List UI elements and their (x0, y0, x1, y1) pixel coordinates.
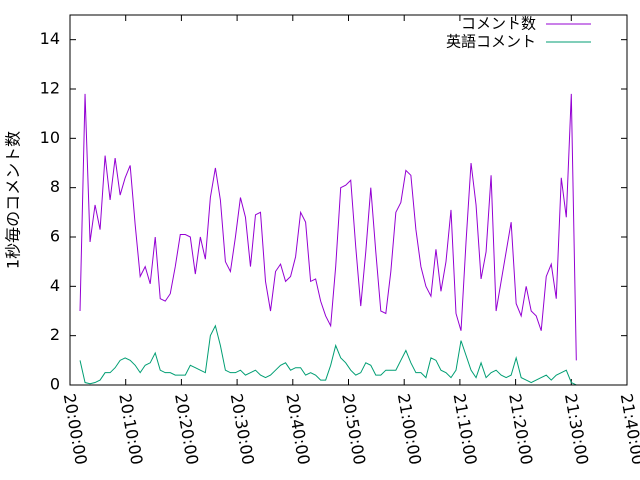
x-tick-label: 21:10:00 (450, 392, 481, 466)
series-line (79, 93, 577, 361)
y-tick-label: 12 (40, 79, 60, 98)
x-tick-label: 21:40:00 (617, 392, 640, 466)
legend-label: コメント数 (461, 15, 536, 33)
y-tick-label: 14 (40, 29, 60, 48)
x-tick-label: 20:50:00 (338, 392, 369, 466)
legend-label: 英語コメント (446, 33, 536, 51)
x-tick-label: 20:00:00 (60, 392, 91, 466)
y-tick-label: 2 (50, 325, 60, 344)
y-tick-label: 0 (50, 375, 60, 394)
y-tick-label: 6 (50, 227, 60, 246)
plot-border (69, 14, 628, 386)
x-tick-label: 21:00:00 (394, 392, 425, 466)
y-axis-label: 1秒毎のコメント数 (4, 131, 23, 269)
x-tick-label: 20:10:00 (115, 392, 146, 466)
y-tick-label: 8 (50, 177, 60, 196)
x-tick-label: 21:20:00 (505, 392, 536, 466)
series-line (79, 324, 577, 386)
x-tick-label: 20:20:00 (171, 392, 202, 466)
y-tick-label: 10 (40, 128, 60, 147)
x-tick-label: 20:40:00 (282, 392, 313, 466)
y-tick-label: 4 (50, 276, 60, 295)
x-tick-label: 20:30:00 (227, 392, 258, 466)
x-tick-label: 21:30:00 (561, 392, 592, 466)
